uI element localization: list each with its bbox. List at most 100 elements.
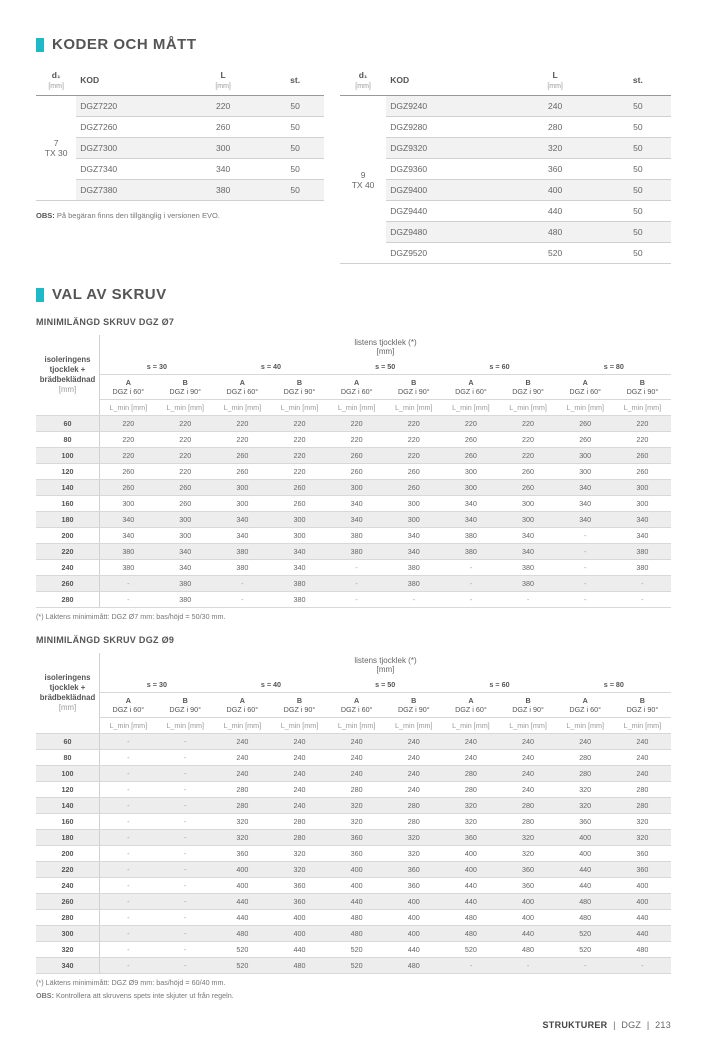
cell: 400 [214,862,271,878]
th-lmin: L_min [mm] [271,718,328,734]
cell: 380 [328,544,385,560]
cell: 220 [385,448,442,464]
cell: 300 [499,496,556,512]
cell: 340 [328,512,385,528]
cell: - [442,592,499,608]
cell: 360 [328,846,385,862]
table-row: DGZ928028050 [340,117,671,138]
cell: DGZ7340 [76,159,180,180]
cell: 300 [557,448,614,464]
cell: 260 [100,480,157,496]
th-lmin: L_min [mm] [328,400,385,416]
cell: 380 [100,560,157,576]
cell: DGZ7260 [76,117,180,138]
cell: 240 [271,798,328,814]
cell: 50 [605,222,671,243]
cell: DGZ9360 [386,159,505,180]
cell: - [157,862,214,878]
row-key: 220 [36,862,100,878]
th-sgroup: s = 50 [328,677,442,693]
cell: 300 [385,496,442,512]
cell: 240 [614,766,671,782]
cell: 440 [557,878,614,894]
cell: - [157,894,214,910]
th-rowlabel: isoleringenstjocklek +brädbeklädnad[mm] [36,653,100,734]
table-row: 7TX 30DGZ722022050 [36,96,324,117]
cell: 240 [271,766,328,782]
row-key: 220 [36,544,100,560]
cell: DGZ9440 [386,201,505,222]
cell: 360 [271,894,328,910]
cell: 220 [157,432,214,448]
table-row: 9TX 40DGZ924024050 [340,96,671,117]
cell: 300 [328,480,385,496]
cell: 240 [328,734,385,750]
cell: 360 [214,846,271,862]
cell: 220 [100,448,157,464]
cell: 280 [614,798,671,814]
cell: 340 [214,512,271,528]
cell: 300 [180,138,266,159]
cell: 240 [214,750,271,766]
cell: 220 [271,432,328,448]
cell: 300 [614,496,671,512]
th-A: ADGZ i 60° [328,693,385,718]
th-A: ADGZ i 60° [328,375,385,400]
cell: 280 [499,798,556,814]
cell: - [100,958,157,974]
cell: 440 [614,926,671,942]
cell: 400 [499,894,556,910]
row-key: 240 [36,878,100,894]
row-key: 60 [36,734,100,750]
row-key: 100 [36,448,100,464]
cell: 320 [214,830,271,846]
table-row: 100220220260220260220260220300260 [36,448,671,464]
th-rowlabel: isoleringenstjocklek +brädbeklädnad[mm] [36,335,100,416]
th-kod: KOD [76,65,180,96]
table-row: 280-380-380------ [36,592,671,608]
th-st: st. [266,65,324,96]
cell: 340 [442,496,499,512]
cell: 320 [557,782,614,798]
table-row: DGZ932032050 [340,138,671,159]
row-key: 100 [36,766,100,782]
cell: 220 [328,416,385,432]
cell: - [100,814,157,830]
cell: 380 [214,560,271,576]
cell: 520 [214,942,271,958]
row-key: 340 [36,958,100,974]
cell: 240 [271,750,328,766]
cell: 260 [614,464,671,480]
cell: 240 [505,96,604,117]
row-key: 320 [36,942,100,958]
cell: - [100,830,157,846]
cell: 440 [557,862,614,878]
th-lmin: L_min [mm] [499,718,556,734]
row-key: 160 [36,814,100,830]
footnote-1: (*) Läktens minimimått: DGZ Ø7 mm: bas/h… [36,612,671,621]
cell: 320 [271,846,328,862]
cell: 380 [442,544,499,560]
cell: 480 [557,910,614,926]
cell: 320 [385,846,442,862]
cell: 480 [505,222,604,243]
cell: 260 [328,448,385,464]
table-row: DGZ730030050 [36,138,324,159]
cell: 400 [214,878,271,894]
cell: - [157,734,214,750]
cell: 520 [328,942,385,958]
table-row: 80220220220220220220260220260220 [36,432,671,448]
th-top: listens tjocklek (*)[mm] [100,335,672,359]
row-key: 240 [36,560,100,576]
koder-left-col: d₁[mm] KOD L[mm] st. 7TX 30DGZ722022050D… [36,65,324,220]
th-lmin: L_min [mm] [157,718,214,734]
cell: 440 [214,910,271,926]
table-row: 240--400360400360440360440400 [36,878,671,894]
cell: 520 [557,942,614,958]
table-row: DGZ944044050 [340,201,671,222]
cell: 320 [385,830,442,846]
row-key: 300 [36,926,100,942]
cell: 380 [271,576,328,592]
table-row: 60--240240240240240240240240 [36,734,671,750]
cell: 320 [442,814,499,830]
